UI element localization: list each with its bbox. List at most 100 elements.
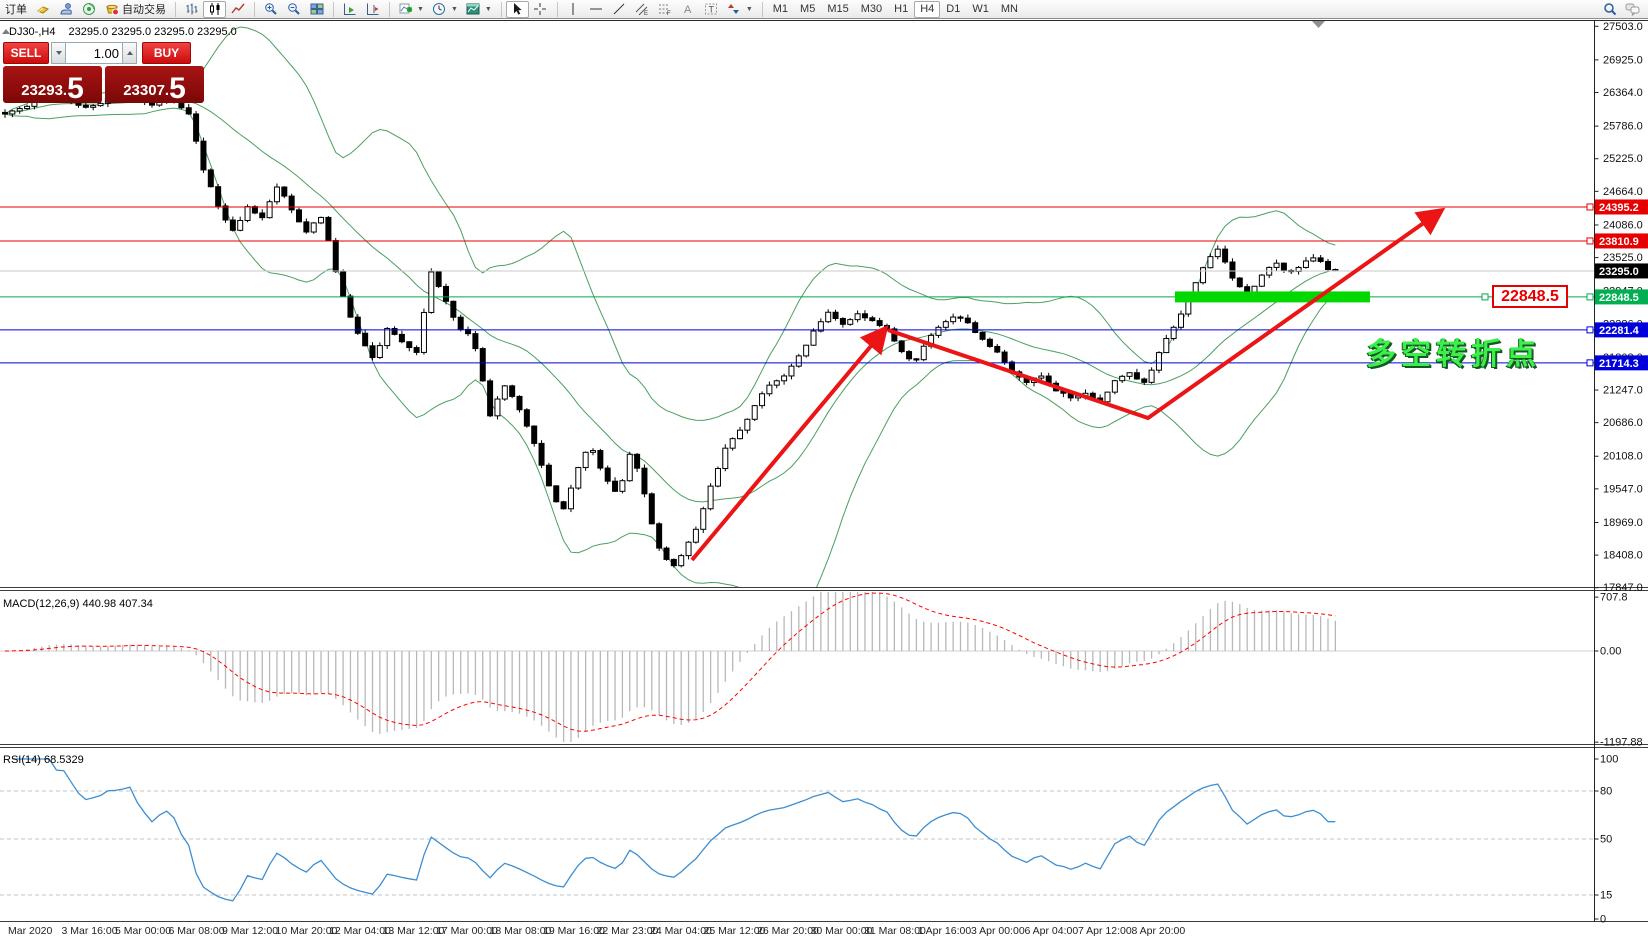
timeframe-w1-button[interactable]: W1 [966,1,995,18]
price-level-label-object[interactable]: 22848.5 [1492,285,1568,308]
equidistant-channel-icon: E [635,2,650,17]
cursor-button[interactable] [505,0,529,18]
svg-text:Mar 2020: Mar 2020 [8,925,53,937]
svg-text:22281.4: 22281.4 [1599,325,1640,337]
timeframe-h4-button[interactable]: H4 [914,0,941,18]
volume-increase-button[interactable] [122,42,137,64]
timeframe-label: H1 [894,3,909,15]
radio-signal-button[interactable] [77,1,100,18]
timeframe-mn-button[interactable]: MN [995,1,1024,18]
volume-decrease-button[interactable] [51,42,66,64]
zoom-in-button[interactable] [259,1,282,18]
vertical-line-icon [566,2,581,17]
turning-point-text-object[interactable]: 多空转折点 [1366,338,1541,371]
toolbar-separator [384,1,390,17]
timeframe-label: H4 [920,3,935,15]
horizontal-line-button[interactable] [585,1,608,18]
svg-text:18408.0: 18408.0 [1603,550,1643,562]
tile-windows-button[interactable] [305,1,328,18]
text-label-icon: T [704,2,719,17]
timeframe-m5-button[interactable]: M5 [794,1,821,18]
crosshair-icon [533,2,548,17]
chat-icon [1625,2,1640,17]
add-indicator-button[interactable]: ▼ [394,1,428,18]
search-button[interactable] [1598,1,1621,18]
svg-text:E: E [644,11,648,16]
timeframe-label: M1 [772,3,789,15]
volume-input[interactable] [66,42,122,64]
text-icon: A [681,2,696,17]
svg-text:17 Mar 00:00: 17 Mar 00:00 [436,925,498,937]
horizontal-line-icon [589,2,604,17]
svg-text:30 Mar 00:00: 30 Mar 00:00 [811,925,873,937]
timeframe-clock-button[interactable]: ▼ [428,1,462,18]
template-button[interactable]: ▼ [462,1,496,18]
candlestick-chart-icon [207,2,222,17]
sell-price-pip: 5 [67,72,84,105]
search-icon [1602,2,1617,17]
dropdown-caret-icon: ▼ [450,5,458,13]
timeframe-d1-button[interactable]: D1 [940,1,966,18]
sell-button[interactable]: SELL [3,42,49,64]
line-chart-button[interactable] [226,1,249,18]
toolbar-separator [170,1,176,17]
trader-cloud-button[interactable] [54,1,77,18]
svg-text:6 Apr 04:00: 6 Apr 04:00 [1025,925,1079,937]
bar-chart-icon [184,2,199,17]
chart-shift-button[interactable] [361,1,384,18]
text-label-button[interactable]: T [700,1,723,18]
dropdown-caret-icon: ▼ [484,5,492,13]
toolbar-separator [552,1,558,17]
svg-text:18 Mar 08:00: 18 Mar 08:00 [490,925,552,937]
timeframe-h1-button[interactable]: H1 [888,1,914,18]
crosshair-button[interactable] [529,1,552,18]
buy-button[interactable]: BUY [142,42,191,64]
toolbar-separator [757,1,763,17]
equidistant-channel-button[interactable]: E [631,1,654,18]
toolbar-separator [496,1,502,17]
timeframe-m15-button[interactable]: M15 [821,1,854,18]
toolbar: 订单 自动交易 [0,0,1648,19]
svg-text:23810.9: 23810.9 [1599,236,1639,248]
svg-text:26364.0: 26364.0 [1603,87,1643,99]
candlestick-chart-button[interactable] [203,0,226,18]
svg-text:3 Mar 16:00: 3 Mar 16:00 [62,925,118,937]
gold-bar-button[interactable] [31,1,54,18]
new-order-button[interactable]: 订单 [1,1,31,18]
timeframe-clock-icon [432,2,447,17]
buy-price-pip: 5 [169,72,186,105]
svg-text:22 Mar 23:00: 22 Mar 23:00 [597,925,659,937]
bar-chart-button[interactable] [180,1,203,18]
arrows-tool-button[interactable]: ▼ [723,1,757,18]
text-button[interactable]: A [677,1,700,18]
svg-text:12 Mar 04:00: 12 Mar 04:00 [329,925,391,937]
buy-price-main: 23307 [123,82,165,99]
volume-up-icon [126,51,133,55]
svg-text:50: 50 [1600,834,1612,846]
vertical-line-button[interactable] [562,1,585,18]
timeframe-m30-button[interactable]: M30 [855,1,888,18]
fibonacci-button[interactable]: F [654,1,677,18]
autotrading-button[interactable]: 自动交易 [100,1,170,18]
svg-text:25786.0: 25786.0 [1603,121,1643,133]
autotrading-label: 自动交易 [122,4,166,16]
svg-text:15: 15 [1600,890,1612,902]
timeframe-label: M30 [860,3,883,15]
trendline-icon [612,2,627,17]
trade-panel-toggle-icon[interactable] [2,29,10,34]
zoom-in-icon [263,2,278,17]
svg-text:25 Mar 12:00: 25 Mar 12:00 [704,925,766,937]
add-indicator-icon [398,2,413,17]
buy-price-display[interactable]: 23307. 5 [105,66,204,105]
buy-button-label: BUY [153,46,180,60]
toolbar-separator [328,1,334,17]
auto-scroll-button[interactable] [338,1,361,18]
timeframe-m1-button[interactable]: M1 [767,1,794,18]
sell-price-display[interactable]: 23293. 5 [3,66,102,105]
trendline-button[interactable] [608,1,631,18]
chat-button[interactable] [1621,1,1644,18]
dropdown-caret-icon: ▼ [417,5,424,13]
auto-scroll-icon [342,2,357,17]
zoom-out-button[interactable] [282,1,305,18]
